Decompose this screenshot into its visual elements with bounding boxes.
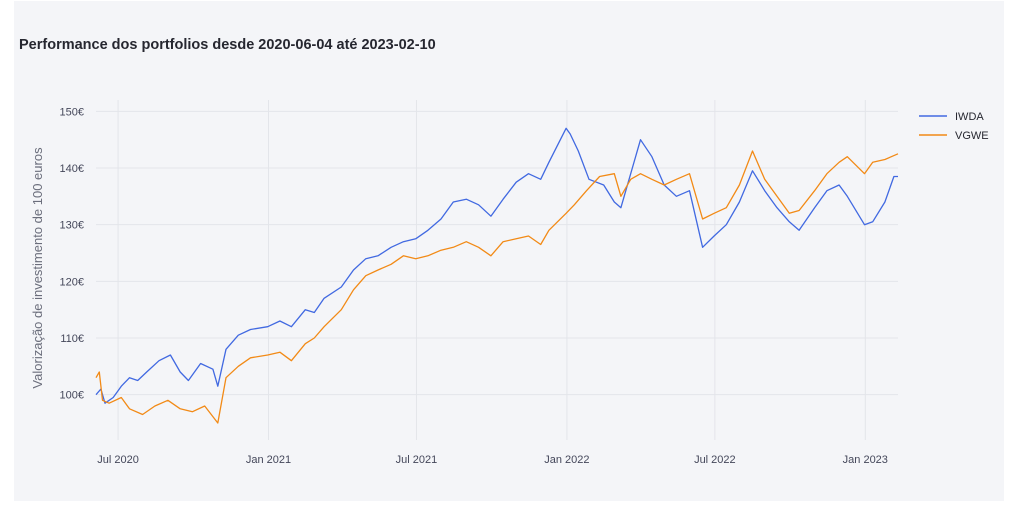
y-axis-title: Valorização de investimento de 100 euros xyxy=(30,147,45,389)
series-layer xyxy=(95,127,899,424)
series-line-vgwe[interactable] xyxy=(95,150,899,424)
y-tick-label: 110€ xyxy=(60,333,84,345)
x-tick-label: Jul 2021 xyxy=(396,454,438,466)
x-tick-label: Jul 2022 xyxy=(694,454,736,466)
legend-label-vgwe[interactable]: VGWE xyxy=(955,130,989,142)
grid-layer xyxy=(96,100,898,440)
tick-layer: 100€ 110€ 120€ 130€ 140€ 150€ Jul 2020 Jan 2021… xyxy=(60,106,888,466)
x-tick-label: Jan 2022 xyxy=(544,454,589,466)
y-tick-label: 120€ xyxy=(60,276,84,288)
legend: IWDA VGWE xyxy=(919,111,989,142)
chart-title: Performance dos portfolios desde 2020-06… xyxy=(19,37,436,53)
x-tick-label: Jul 2020 xyxy=(97,454,139,466)
y-tick-label: 140€ xyxy=(60,163,84,175)
x-tick-label: Jan 2023 xyxy=(843,454,888,466)
x-tick-label: Jan 2021 xyxy=(246,454,291,466)
y-tick-label: 130€ xyxy=(60,220,84,232)
chart-panel xyxy=(14,1,1004,501)
y-tick-label: 150€ xyxy=(60,106,84,118)
legend-label-iwda[interactable]: IWDA xyxy=(955,111,984,123)
y-tick-label: 100€ xyxy=(60,390,84,402)
series-line-iwda[interactable] xyxy=(95,127,898,404)
